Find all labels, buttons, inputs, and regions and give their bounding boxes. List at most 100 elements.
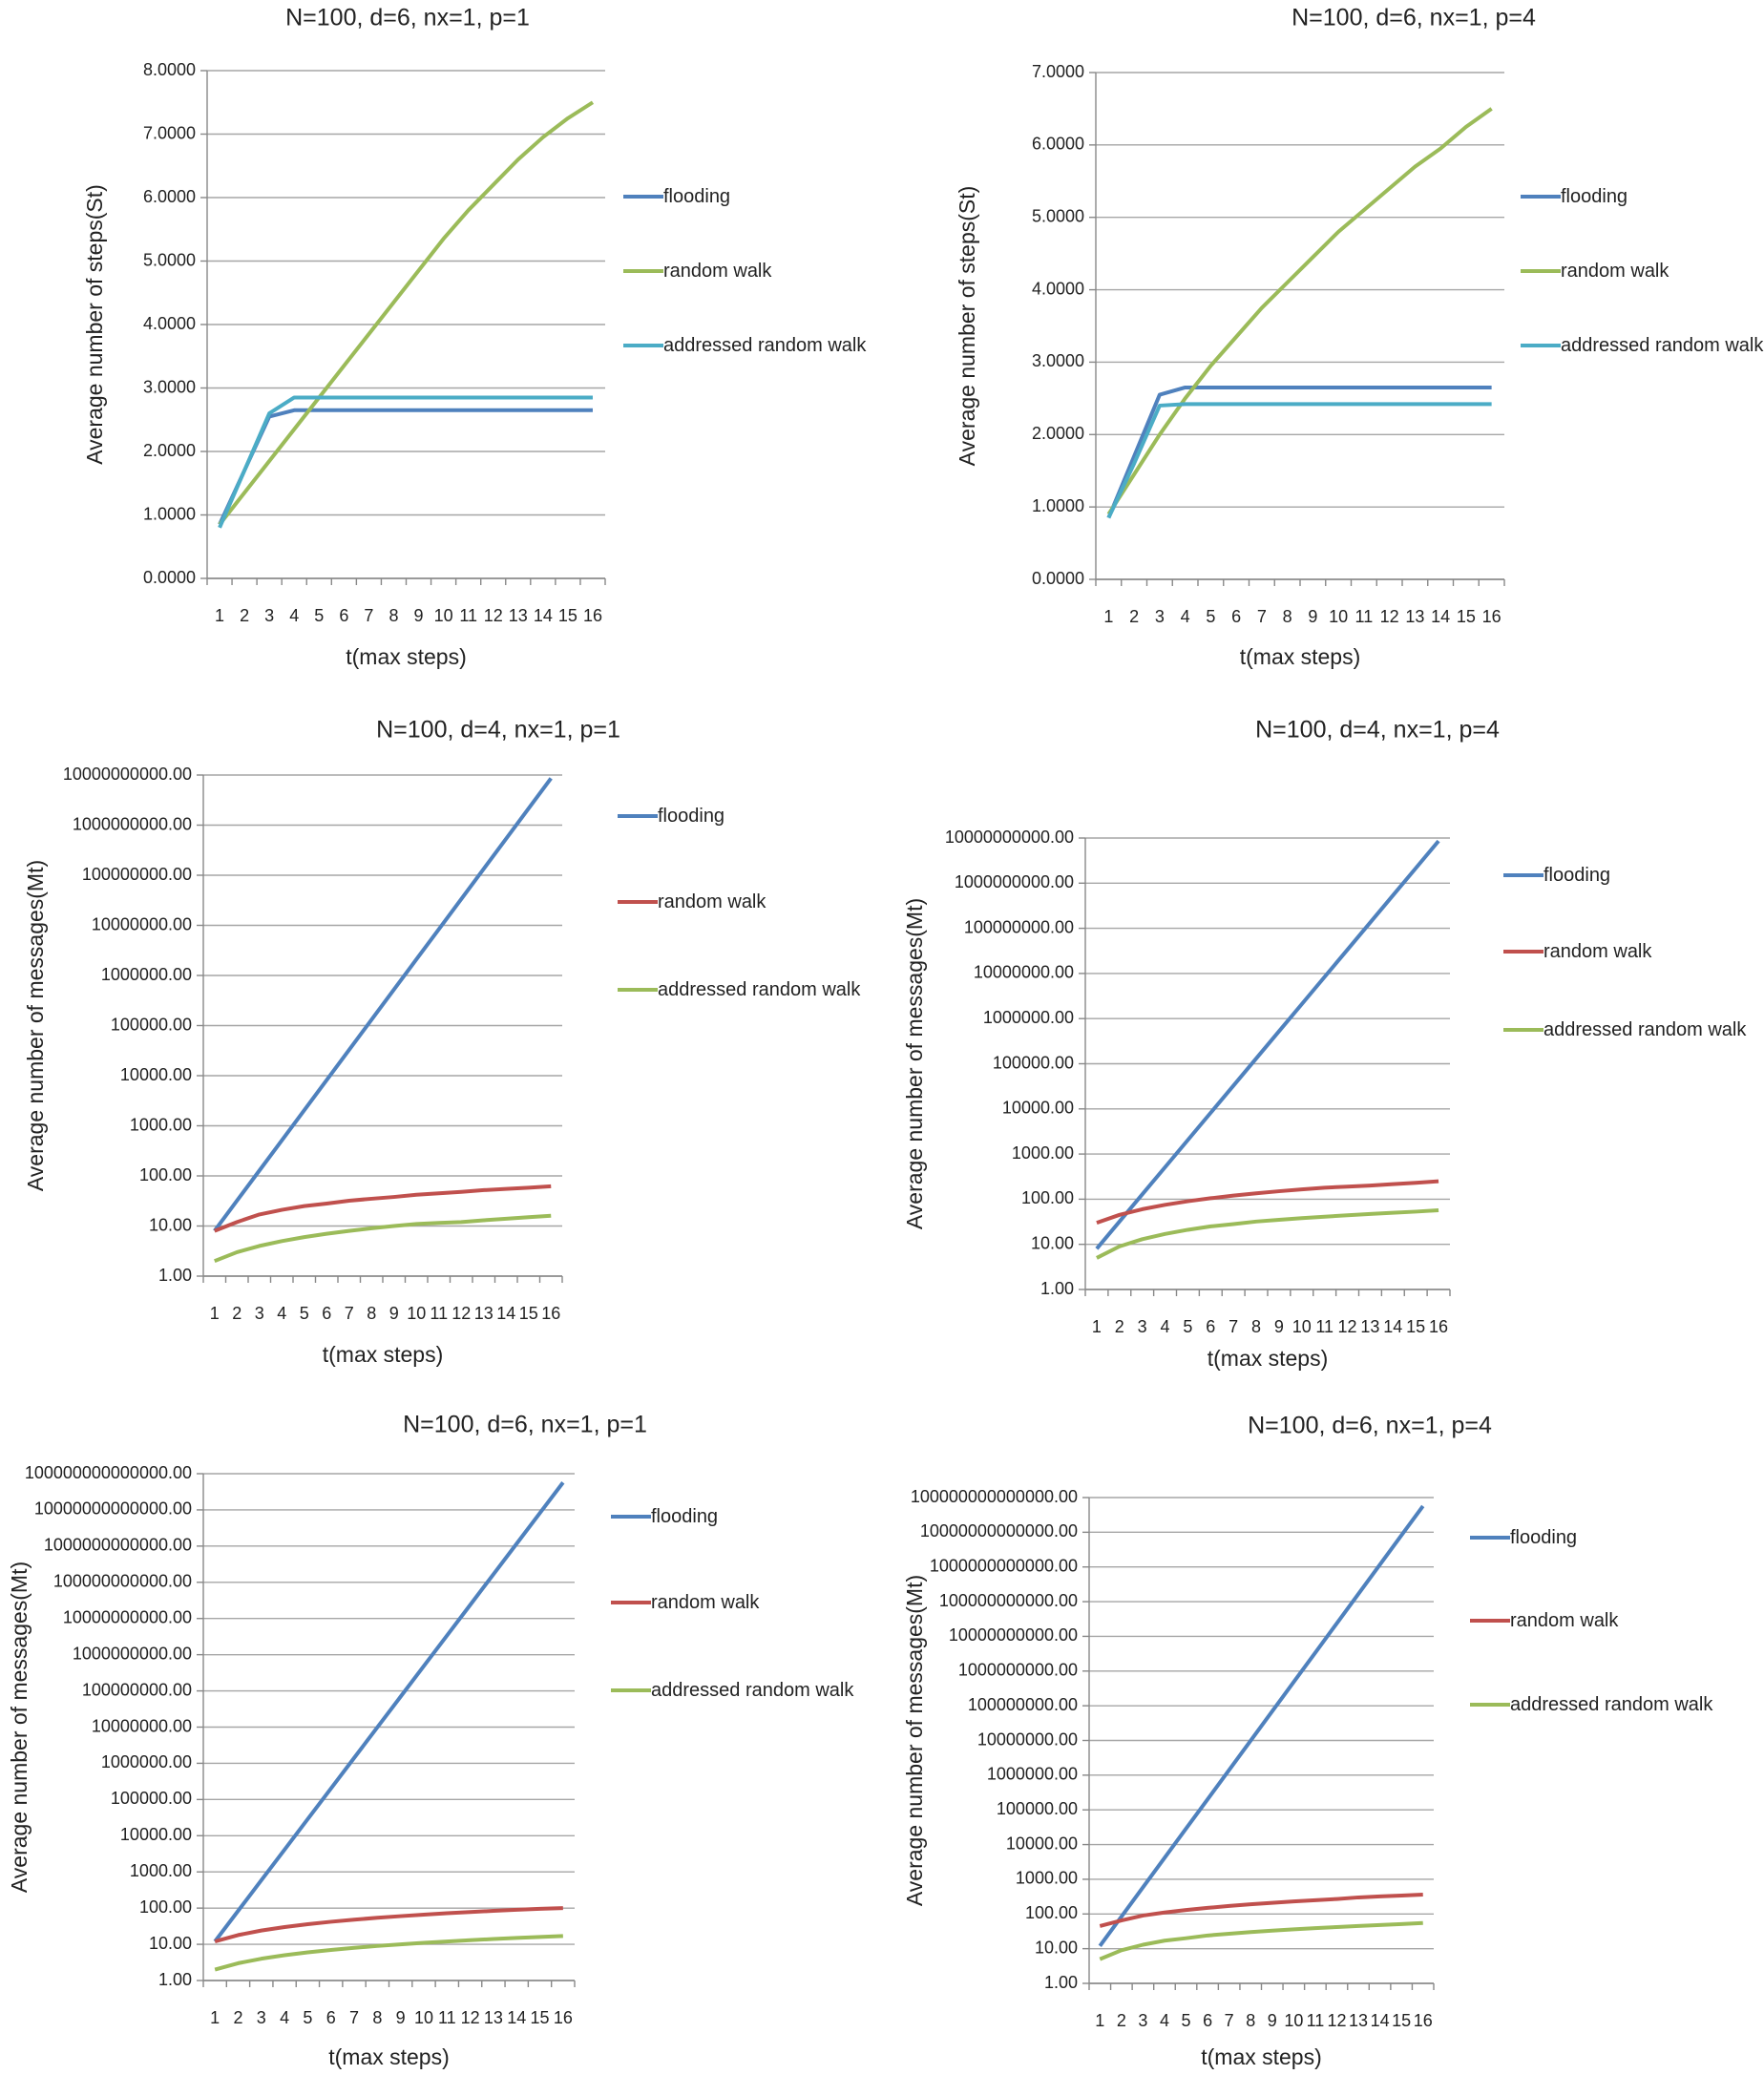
legend-entry: flooding [1561, 186, 1628, 207]
x-tick-label: 12 [484, 606, 503, 625]
x-tick-label: 1 [215, 606, 224, 625]
y-tick-label: 100000000.00 [82, 1680, 192, 1699]
x-tick-label: 1 [1092, 1317, 1102, 1336]
series-line [218, 395, 593, 529]
legend-label: flooding [1544, 865, 1611, 886]
y-tick-label: 1000000000.00 [73, 814, 192, 833]
y-tick-label: 10000000.00 [92, 1716, 192, 1735]
x-tick-label: 10 [414, 2008, 433, 2027]
legend-label: random walk [658, 891, 766, 912]
x-tick-label: 13 [509, 606, 528, 625]
y-tick-label: 3.0000 [143, 377, 196, 396]
x-tick-label: 10 [1329, 607, 1348, 626]
x-tick-label: 14 [1431, 607, 1450, 626]
y-tick-label: 7.0000 [1032, 62, 1084, 81]
chart-panel: 1.00 10.00 100.00 1000.00 10000.00 100000.00 1… [902, 717, 1746, 1371]
x-tick-label: 3 [255, 1304, 264, 1323]
x-tick-label: 12 [1338, 1317, 1357, 1336]
y-tick-label: 10.00 [1031, 1233, 1074, 1252]
legend-label: addressed random walk [658, 979, 861, 1000]
x-tick-label: 3 [257, 2008, 266, 2027]
x-tick-label: 8 [388, 606, 398, 625]
x-axis-title: t(max steps) [346, 644, 467, 669]
x-tick-label: 6 [1203, 2011, 1212, 2030]
y-tick-label: 8.0000 [143, 60, 196, 79]
legend-entry: random walk [1510, 1610, 1618, 1631]
legend-entry: flooding [651, 1506, 718, 1527]
x-tick-label: 7 [1225, 2011, 1234, 2030]
y-tick-label: 10000000000.00 [945, 828, 1074, 847]
y-tick-label: 1000000.00 [101, 965, 192, 984]
x-tick-label: 7 [1228, 1317, 1238, 1336]
x-tick-label: 4 [277, 1304, 286, 1323]
x-tick-label: 11 [430, 1304, 448, 1323]
y-tick-label: 100000000.00 [968, 1695, 1078, 1714]
series-line [1099, 1893, 1423, 1928]
legend-entry: addressed random walk [663, 335, 866, 356]
chart-title: N=100, d=6, nx=1, p=4 [1292, 5, 1536, 31]
x-tick-label: 15 [1457, 607, 1476, 626]
x-tick-label: 12 [1327, 2011, 1346, 2030]
y-tick-label: 100.00 [139, 1165, 192, 1184]
x-tick-label: 3 [1138, 1317, 1147, 1336]
x-tick-label: 6 [326, 2008, 336, 2027]
x-tick-label: 14 [1383, 1317, 1402, 1336]
y-tick-label: 5.0000 [143, 250, 196, 269]
x-tick-label: 10 [407, 1304, 426, 1323]
y-tick-label: 0.0000 [1032, 569, 1084, 588]
x-axis-title: t(max steps) [328, 2044, 450, 2069]
y-tick-label: 3.0000 [1032, 351, 1084, 370]
x-tick-label: 5 [303, 2008, 312, 2027]
legend-label: addressed random walk [1561, 335, 1764, 356]
series-line [1096, 1179, 1439, 1226]
chart-title: N=100, d=6, nx=1, p=1 [285, 5, 530, 31]
y-tick-label: 1.0000 [143, 504, 196, 523]
legend-entry: random walk [658, 891, 766, 912]
y-tick-label: 10000000000000.00 [34, 1499, 192, 1519]
chart-title: N=100, d=4, nx=1, p=4 [1255, 717, 1500, 744]
series-line [218, 100, 595, 526]
series-line [1096, 1207, 1439, 1260]
y-tick-label: 10000000000.00 [63, 765, 192, 784]
x-axis-title: t(max steps) [1240, 644, 1361, 669]
series-line [218, 408, 593, 526]
legend-entry: flooding [1510, 1527, 1577, 1548]
x-tick-label: 11 [438, 2008, 456, 2027]
y-tick-label: 10000.00 [1002, 1099, 1074, 1118]
x-tick-label: 8 [367, 1304, 376, 1323]
x-tick-label: 7 [349, 2008, 359, 2027]
y-tick-label: 100.00 [139, 1897, 192, 1917]
chart-panel: 1.00 10.00 100.00 1000.00 10000.00 100000.00 1… [23, 717, 861, 1367]
x-tick-label: 11 [1315, 1317, 1334, 1336]
y-tick-label: 1.0000 [1032, 496, 1084, 515]
y-tick-label: 100000.00 [111, 1789, 192, 1808]
x-tick-label: 8 [1283, 607, 1292, 626]
legend-entry: addressed random walk [1544, 1019, 1746, 1040]
y-tick-label: 100000.00 [993, 1053, 1074, 1072]
y-tick-label: 100000.00 [111, 1015, 192, 1034]
legend-label: flooding [658, 806, 725, 827]
y-tick-label: 10000000.00 [977, 1729, 1078, 1749]
x-tick-label: 16 [583, 606, 602, 625]
y-tick-label: 1000.00 [130, 1861, 192, 1880]
series-line [214, 1213, 552, 1264]
y-tick-label: 1.00 [158, 1970, 192, 1989]
x-axis-title: t(max steps) [1208, 1346, 1329, 1371]
x-tick-label: 5 [1183, 1317, 1192, 1336]
y-tick-label: 10000.00 [1006, 1834, 1078, 1853]
y-tick-label: 7.0000 [143, 123, 196, 142]
y-tick-label: 1.00 [158, 1266, 192, 1285]
y-axis-title: Average number of messages(Mt) [902, 1575, 927, 1906]
legend-label: random walk [651, 1592, 760, 1613]
y-tick-label: 1000000000000.00 [44, 1536, 192, 1555]
x-tick-label: 14 [496, 1304, 515, 1323]
series-line [1106, 402, 1492, 519]
x-tick-label: 2 [240, 606, 249, 625]
x-tick-label: 2 [233, 2008, 242, 2027]
y-tick-label: 1000000000.00 [73, 1644, 192, 1663]
x-tick-label: 10 [1284, 2011, 1303, 2030]
legend-label: random walk [1561, 261, 1670, 282]
y-tick-label: 1000000000000.00 [930, 1556, 1078, 1575]
y-tick-label: 100000000.00 [82, 865, 192, 884]
